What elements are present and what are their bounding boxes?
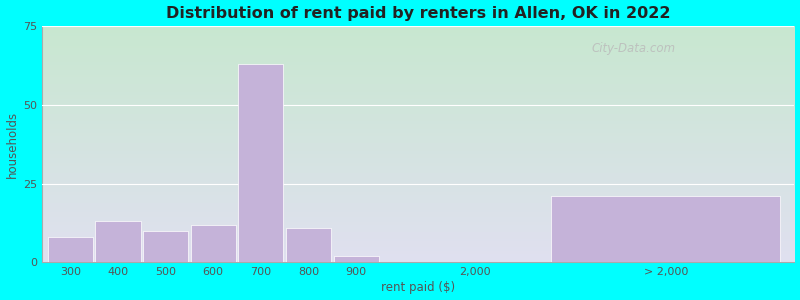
Bar (143, 231, 188, 262)
Bar (238, 64, 283, 262)
Bar (190, 225, 236, 262)
Text: City-Data.com: City-Data.com (591, 42, 675, 56)
Title: Distribution of rent paid by renters in Allen, OK in 2022: Distribution of rent paid by renters in … (166, 6, 670, 21)
X-axis label: rent paid ($): rent paid ($) (381, 281, 455, 294)
Bar (551, 196, 780, 262)
Bar (334, 256, 378, 262)
Bar (286, 228, 331, 262)
Bar (48, 237, 93, 262)
Y-axis label: households: households (6, 111, 18, 178)
Bar (95, 221, 141, 262)
